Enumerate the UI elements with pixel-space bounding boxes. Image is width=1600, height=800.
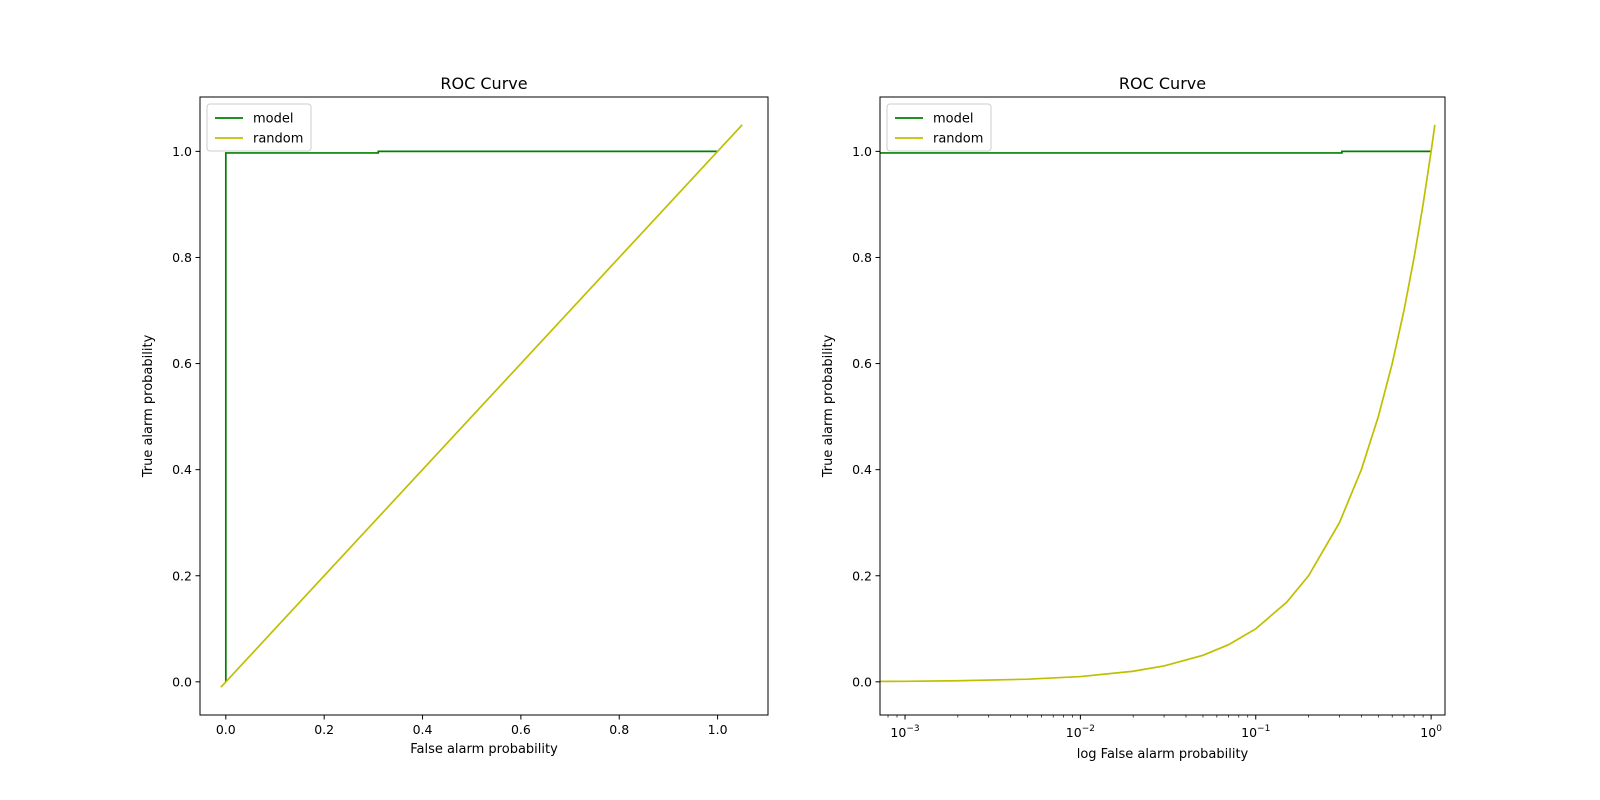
- y-tick-label: 0.4: [172, 462, 192, 477]
- x-tick-label: 10−3: [890, 724, 919, 740]
- y-tick-label: 0.6: [852, 356, 872, 371]
- chart-panel-1: 0.0 0.2 0.4 0.6 0.8 1.0 0.0 0.2 0.4 0.6 0.8 1.0 ROC …: [141, 74, 769, 757]
- x-tick-label: 0.0: [216, 722, 236, 737]
- x-axis-label: False alarm probability: [410, 742, 558, 757]
- y-tick-label: 0.0: [852, 674, 872, 689]
- x-tick-label: 0.2: [314, 722, 334, 737]
- legend-label-model: model: [933, 112, 973, 127]
- chart-title: ROC Curve: [440, 74, 527, 93]
- series-line-random: [220, 124, 743, 688]
- chart-title: ROC Curve: [1119, 74, 1206, 93]
- y-tick-label: 0.6: [172, 356, 192, 371]
- series-line-random: [880, 124, 1436, 683]
- y-tick-label: 0.8: [852, 250, 872, 265]
- chart-panel-2: 10−3 10−2 10−1 100 0.0 0.2 0.4 0.6 0.8 1.0 ROC Cur…: [821, 74, 1446, 762]
- x-tick-label: 0.6: [511, 722, 531, 737]
- y-axis-label: True alarm probability: [141, 334, 156, 478]
- legend-box: [206, 103, 312, 152]
- y-tick-label: 0.8: [172, 250, 192, 265]
- series-line-model: [224, 150, 718, 682]
- x-tick-label: 0.8: [609, 722, 629, 737]
- legend-label-random: random: [933, 132, 983, 147]
- y-tick-label: 0.0: [172, 674, 192, 689]
- x-tick-label: 10−2: [1066, 724, 1095, 740]
- legend: model random: [206, 103, 312, 152]
- legend-box: [886, 103, 992, 152]
- x-tick-label: 0.4: [413, 722, 433, 737]
- x-tick-label: 1.0: [708, 722, 728, 737]
- y-tick-label: 0.2: [852, 568, 872, 583]
- legend: model random: [886, 103, 992, 152]
- y-tick-label: 1.0: [852, 144, 872, 159]
- y-tick-label: 0.2: [172, 568, 192, 583]
- axes-frame: [199, 96, 769, 716]
- y-axis-label: True alarm probability: [821, 334, 836, 478]
- x-axis-label: log False alarm probability: [1077, 747, 1249, 762]
- legend-label-random: random: [253, 132, 303, 147]
- x-tick-label: 10−1: [1241, 724, 1270, 740]
- y-tick-label: 1.0: [172, 144, 192, 159]
- legend-label-model: model: [253, 112, 293, 127]
- x-tick-label: 100: [1420, 724, 1442, 740]
- series-line-model: [880, 150, 1432, 154]
- axes-frame: [879, 96, 1446, 716]
- y-tick-label: 0.4: [852, 462, 872, 477]
